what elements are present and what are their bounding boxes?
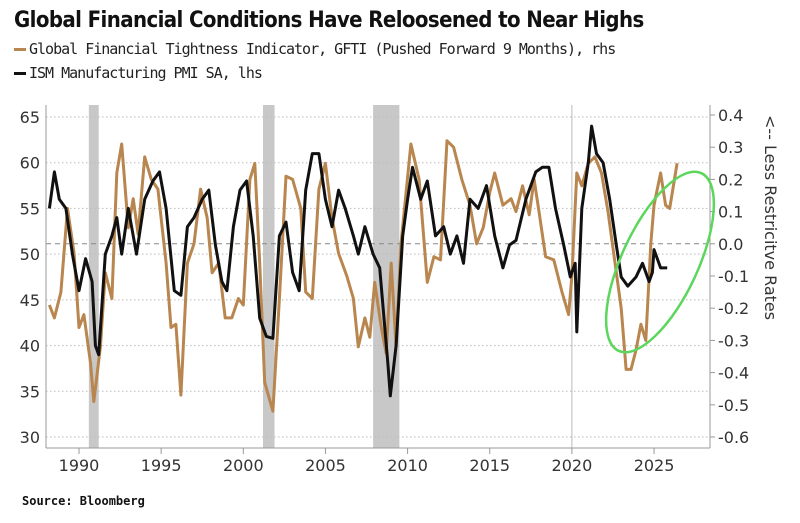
right-tick-label: 0.0 xyxy=(718,235,743,254)
x-tick-label: 2020 xyxy=(552,456,593,475)
source-note: Source: Bloomberg xyxy=(22,494,145,508)
annotation-ellipse xyxy=(604,170,716,354)
left-tick-label: 65 xyxy=(20,108,40,127)
right-tick-label: -0.5 xyxy=(718,396,749,415)
recession-band xyxy=(373,105,400,448)
chart-title: Global Financial Conditions Have Reloose… xyxy=(14,8,644,33)
right-axis-label: <-- Less Restricitve Rates xyxy=(761,115,780,320)
x-tick-label: 2005 xyxy=(305,456,346,475)
legend-label-ism: ISM Manufacturing PMI SA, lhs xyxy=(29,64,263,82)
right-tick-label: -0.6 xyxy=(718,428,749,447)
recession-band xyxy=(263,105,275,448)
left-tick-label: 50 xyxy=(20,245,40,264)
x-tick-label: 2015 xyxy=(469,456,510,475)
legend-item-gfti: Global Financial Tightness Indicator, GF… xyxy=(14,40,616,58)
left-tick-label: 35 xyxy=(20,382,40,401)
series-line-ism xyxy=(47,124,668,398)
x-tick-label: 2000 xyxy=(223,456,264,475)
recession-band xyxy=(88,105,99,448)
right-tick-label: 0.1 xyxy=(718,203,743,222)
legend-label-gfti: Global Financial Tightness Indicator, GF… xyxy=(29,40,616,58)
right-tick-label: 0.4 xyxy=(718,106,743,125)
legend-swatch-ism xyxy=(14,71,26,75)
legend-swatch-gfti xyxy=(14,47,26,51)
right-tick-label: -0.3 xyxy=(718,331,749,350)
x-tick-label: 2025 xyxy=(634,456,675,475)
series-line-gfti xyxy=(48,139,679,413)
right-tick-label: -0.2 xyxy=(718,299,749,318)
x-tick-label: 1990 xyxy=(59,456,100,475)
x-tick-label: 1995 xyxy=(141,456,182,475)
left-tick-label: 30 xyxy=(20,428,40,447)
legend-item-ism: ISM Manufacturing PMI SA, lhs xyxy=(14,64,263,82)
right-tick-label: -0.4 xyxy=(718,364,749,383)
left-tick-label: 40 xyxy=(20,337,40,356)
left-tick-label: 60 xyxy=(20,154,40,173)
x-tick-label: 2010 xyxy=(387,456,428,475)
right-tick-label: -0.1 xyxy=(718,267,749,286)
left-tick-label: 45 xyxy=(20,291,40,310)
left-tick-label: 55 xyxy=(20,199,40,218)
right-tick-label: 0.3 xyxy=(718,138,743,157)
right-tick-label: 0.2 xyxy=(718,170,743,189)
